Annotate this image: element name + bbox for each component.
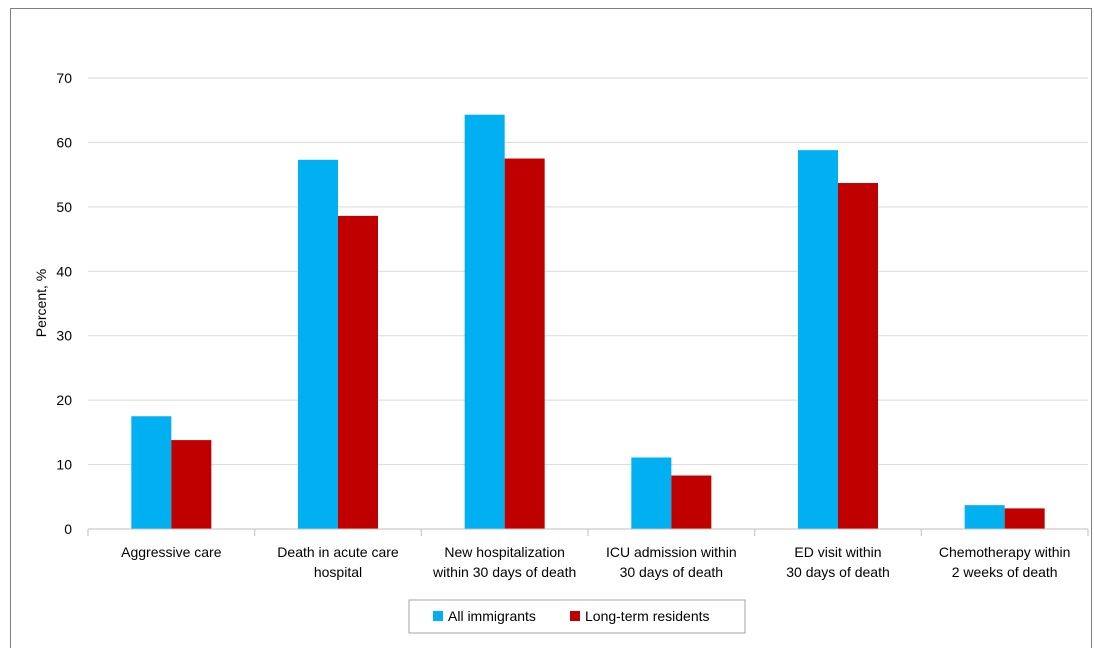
x-category-label: ICU admission within <box>606 544 737 560</box>
bar-long-term-residents <box>1004 508 1045 529</box>
bar-long-term-residents <box>338 215 378 529</box>
bar-all-immigrants <box>298 159 338 529</box>
y-tick-label: 20 <box>56 392 72 408</box>
x-category-label: Death in acute care <box>277 544 399 560</box>
bar-all-immigrants <box>798 150 838 529</box>
bar-all-immigrants <box>964 505 1005 529</box>
bar-all-immigrants <box>631 457 672 529</box>
y-axis-title: Percent, % <box>33 269 49 337</box>
x-category-label: 2 weeks of death <box>952 564 1058 580</box>
x-axis-category-labels: Aggressive care Death in acute care hospit… <box>121 544 1070 580</box>
x-category-label: Aggressive care <box>121 544 222 560</box>
x-category-label: 30 days of death <box>620 564 724 580</box>
x-category-label: New hospitalization <box>444 544 565 560</box>
y-tick-label: 30 <box>56 328 72 344</box>
legend-label: Long-term residents <box>585 608 710 624</box>
y-tick-label: 70 <box>56 70 72 86</box>
bar-long-term-residents <box>171 440 212 529</box>
bar-long-term-residents <box>504 158 545 530</box>
x-category-label: 30 days of death <box>786 564 890 580</box>
x-category-label: Chemotherapy within <box>939 544 1071 560</box>
x-category-label: within 30 days of death <box>432 564 576 580</box>
y-tick-label: 50 <box>56 199 72 215</box>
bar-long-term-residents <box>671 475 712 529</box>
bars <box>131 114 1045 530</box>
bar-long-term-residents <box>838 183 878 530</box>
y-tick-label: 0 <box>64 521 72 537</box>
x-axis <box>87 528 1089 536</box>
legend-swatch <box>570 611 580 621</box>
y-tick-label: 10 <box>56 457 72 473</box>
legend: All immigrants Long-term residents <box>408 599 746 634</box>
bar-all-immigrants <box>464 114 505 529</box>
gridlines <box>88 77 1088 466</box>
y-tick-label: 40 <box>56 263 72 279</box>
chart-frame <box>10 8 1092 648</box>
legend-label: All immigrants <box>448 608 536 624</box>
x-category-label: hospital <box>314 564 362 580</box>
y-axis-ticks: 0 10 20 30 40 50 60 70 <box>56 70 72 537</box>
y-tick-label: 60 <box>56 134 72 150</box>
bar-all-immigrants <box>131 416 172 529</box>
legend-swatch <box>433 611 443 621</box>
x-category-label: ED visit within <box>794 544 881 560</box>
